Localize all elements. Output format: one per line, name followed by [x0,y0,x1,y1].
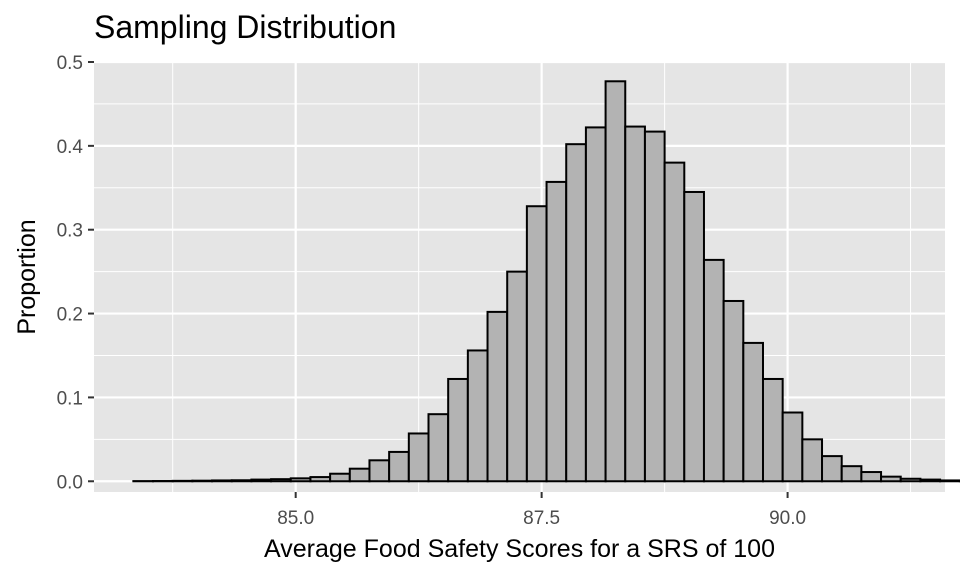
y-tick-label: 0.1 [57,388,83,409]
y-tick-label: 0.0 [57,472,83,493]
histogram-bar [368,459,391,483]
x-tick-label: 85.0 [277,508,314,529]
histogram-bar [545,180,568,483]
histogram-bar [250,478,273,483]
chart-title: Sampling Distribution [94,9,396,45]
histogram-bar [309,476,332,483]
histogram-bar [506,270,528,483]
histogram-bar [860,471,883,483]
histogram-bar [939,479,960,483]
histogram-bar [761,377,784,483]
x-axis: 85.0 87.5 90.0 [277,492,806,529]
y-axis-label: Proportion [13,219,41,334]
histogram-bar [565,143,587,483]
histogram-bar [840,465,863,483]
histogram-bar [821,455,843,483]
histogram-bar [624,125,646,483]
histogram-bar [742,341,764,483]
histogram-bar [702,258,725,483]
histogram-bar [191,479,214,483]
histogram-bar [230,479,253,483]
histogram-bar [801,438,824,483]
histogram-bar [348,467,371,483]
histogram-bar [584,126,607,483]
x-tick-label: 90.0 [769,508,806,529]
histogram-bar [781,411,804,483]
histogram-bars [132,80,960,483]
histogram-bar [447,377,469,483]
histogram-bar [289,477,312,483]
histogram-bar [722,299,745,483]
y-tick-label: 0.3 [57,221,83,242]
histogram-bar [880,475,902,483]
y-axis: 0.0 0.1 0.2 0.3 0.4 0.5 [57,53,94,493]
x-tick-label: 87.5 [523,508,560,529]
histogram-bar [270,478,292,483]
y-tick-label: 0.5 [57,53,83,74]
histogram-bar [643,130,666,483]
histogram-bar [211,479,233,483]
histogram-bar [525,205,548,483]
histogram-bar [486,310,509,483]
histogram-bar [663,161,686,483]
histogram-bar [466,349,489,483]
histogram-bar [427,413,450,483]
histogram-bar [919,478,942,483]
y-tick-label: 0.4 [57,137,84,158]
histogram-bar [604,80,627,483]
histogram-bar [899,477,922,483]
histogram-bar [683,190,705,483]
x-axis-label: Average Food Safety Scores for a SRS of … [264,535,775,563]
histogram-bar [388,450,410,483]
histogram-bar [407,432,430,483]
histogram-bar [329,472,351,483]
y-tick-label: 0.2 [57,305,83,326]
